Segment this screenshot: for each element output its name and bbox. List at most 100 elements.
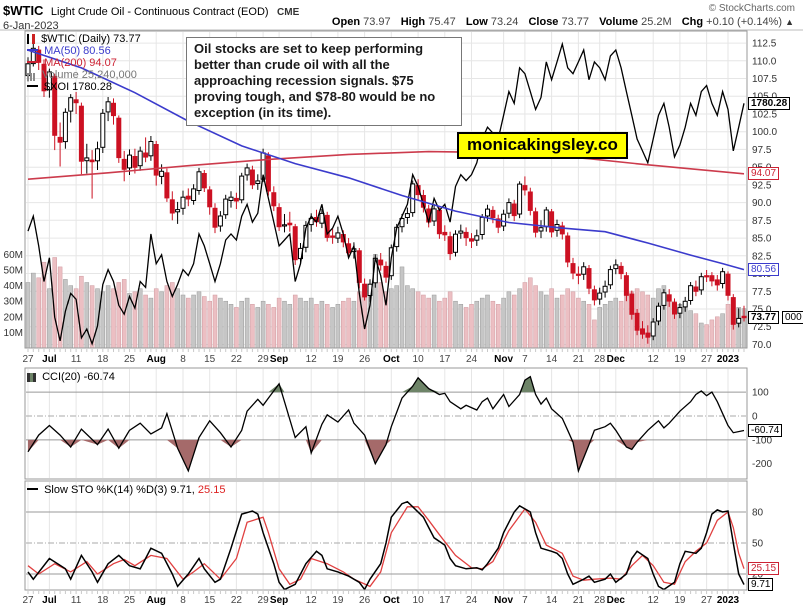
volume-label: Volume [599,16,639,28]
svg-text:Nov: Nov [494,595,513,606]
legend-volume: Volume 25,240,000 [27,69,141,81]
svg-text:70.0: 70.0 [752,340,772,351]
svg-text:10: 10 [413,354,425,365]
svg-text:7: 7 [522,595,528,606]
svg-text:19: 19 [332,354,344,365]
svg-text:28: 28 [594,354,606,365]
svg-text:22: 22 [231,595,243,606]
quote-row: 6-Jan-2023 Open 73.97 High 75.47 Low 73.… [3,16,800,32]
svg-text:29: 29 [258,354,270,365]
badge-vol-partial: 000 [782,311,803,324]
svg-text:15: 15 [204,354,216,365]
svg-text:22: 22 [231,354,243,365]
svg-text:77.5: 77.5 [752,287,772,298]
badge-close: 73.77 [748,311,780,324]
svg-text:27: 27 [22,595,34,606]
svg-text:-200: -200 [752,459,772,470]
exchange-label: CME [277,7,300,18]
svg-text:97.5: 97.5 [752,145,772,156]
svg-text:10M: 10M [4,328,23,339]
legend-volume-label: Volume 25,240,000 [42,69,137,81]
svg-text:28: 28 [594,595,606,606]
chg-label: Chg [681,16,704,28]
svg-text:-100: -100 [752,435,772,446]
svg-text:14: 14 [546,354,558,365]
svg-text:21: 21 [573,354,585,365]
open-label: Open [331,16,361,28]
svg-text:100: 100 [752,388,769,399]
svg-text:17: 17 [439,354,451,365]
legend-ma50-label: MA(50) 80.56 [44,45,111,57]
svg-text:19: 19 [674,354,686,365]
svg-text:18: 18 [97,354,109,365]
sto-legend-label: Slow STO %K(14) %D(3) 9.71, [44,484,195,496]
svg-text:Oct: Oct [383,595,400,606]
candlestick-icon [27,34,35,45]
svg-text:87.5: 87.5 [752,216,772,227]
badge-cci: -60.74 [748,424,783,437]
xoi-line-icon [27,85,38,88]
svg-text:29: 29 [258,595,270,606]
badge-ma50: 80.56 [748,263,780,276]
symbol: $WTIC [3,3,44,18]
svg-text:75.0: 75.0 [752,305,772,316]
svg-text:12: 12 [306,354,318,365]
svg-text:40M: 40M [4,281,23,292]
ohlc-quote: Open 73.97 High 75.47 Low 73.24 Close 73… [325,16,794,28]
cci-legend-label: CCI(20) -60.74 [42,371,115,383]
svg-text:27: 27 [701,354,713,365]
svg-text:60M: 60M [4,250,23,261]
volume-value: 25.2M [641,16,672,28]
svg-text:82.5: 82.5 [752,251,772,262]
watermark-badge: monicakingsley.co [457,132,628,159]
svg-text:72.5: 72.5 [752,322,772,333]
svg-text:Aug: Aug [146,595,165,606]
legend-ma200: MA(200) 94.07 [27,57,141,69]
svg-text:19: 19 [674,595,686,606]
chart-header: $WTIC Light Crude Oil - Continuous Contr… [3,2,800,18]
svg-text:20: 20 [752,570,764,581]
copyright-label: © StockCharts.com [708,3,795,14]
svg-text:8: 8 [180,595,186,606]
svg-text:10: 10 [413,595,425,606]
instrument-title: Light Crude Oil - Continuous Contract (E… [50,6,269,18]
svg-text:26: 26 [359,354,371,365]
legend-ma200-label: MA(200) 94.07 [44,57,117,69]
svg-text:12: 12 [306,595,318,606]
svg-text:80: 80 [752,508,764,519]
svg-text:11: 11 [71,354,82,365]
sto-legend-d-value: 25.15 [197,484,226,496]
close-label: Close [528,16,559,28]
badge-xoi: 1780.28 [748,97,791,110]
svg-text:112.5: 112.5 [752,39,777,50]
legend-ma50: MA(50) 80.56 [27,45,141,57]
svg-text:20M: 20M [4,312,23,323]
svg-text:12: 12 [648,595,660,606]
main-legend: $WTIC (Daily) 73.77 MA(50) 80.56 MA(200)… [27,33,141,93]
svg-text:2023: 2023 [717,595,740,606]
svg-text:Jul: Jul [42,595,57,606]
svg-text:2023: 2023 [717,354,740,365]
volume-bars-icon [27,73,36,81]
svg-text:110.0: 110.0 [752,56,777,67]
svg-text:85.0: 85.0 [752,234,772,245]
svg-text:14: 14 [546,595,558,606]
svg-text:19: 19 [332,595,344,606]
open-value: 73.97 [363,16,391,28]
cci-area-icon [27,372,36,382]
svg-text:24: 24 [466,595,478,606]
sto-legend: Slow STO %K(14) %D(3) 9.71, 25.15 [27,484,225,496]
svg-text:Dec: Dec [607,595,626,606]
svg-text:18: 18 [97,595,109,606]
legend-xoi: $XOI 1780.28 [27,81,141,93]
svg-text:21: 21 [573,595,585,606]
high-value: 75.47 [428,16,456,28]
svg-text:92.5: 92.5 [752,180,772,191]
badge-ma200: 94.07 [748,167,780,180]
ma200-line-icon [27,61,38,64]
svg-text:Aug: Aug [146,354,165,365]
svg-text:27: 27 [701,595,713,606]
sto-line-icon [27,488,38,491]
